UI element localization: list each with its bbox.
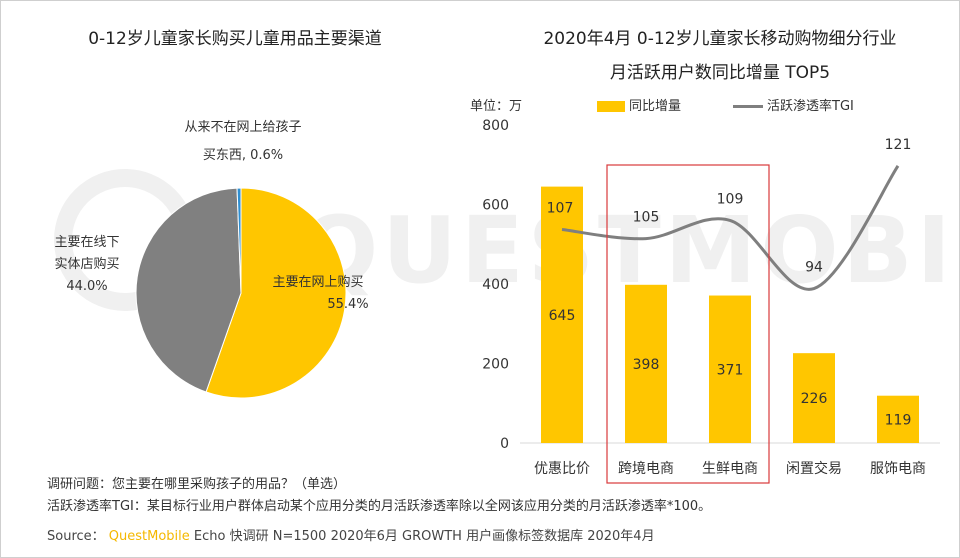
y-tick-label-4: 800 xyxy=(482,118,509,134)
y-tick-label-2: 400 xyxy=(482,277,509,293)
pie-chart xyxy=(135,187,347,399)
bar-1 xyxy=(625,284,667,443)
legend-bar: 同比增量 xyxy=(597,95,681,114)
bar-value-label-2: 371 xyxy=(717,362,744,378)
bar-4 xyxy=(877,395,919,443)
x-tick-label-1: 跨境电商 xyxy=(618,461,674,477)
tgi-value-label-4: 121 xyxy=(885,137,912,153)
bar-value-label-0: 645 xyxy=(549,308,576,324)
tgi-value-label-3: 94 xyxy=(805,260,823,276)
y-tick-label-3: 600 xyxy=(482,198,509,214)
tgi-value-label-0: 107 xyxy=(547,200,574,216)
unit-label: 单位：万 xyxy=(470,99,523,114)
bar-value-label-3: 226 xyxy=(801,391,828,407)
bar-value-label-4: 119 xyxy=(885,412,912,428)
pie-label-offline: 主要在线下 实体店购买 44.0% xyxy=(47,232,127,298)
pie-label-online-line2: 55.4% xyxy=(327,297,369,312)
bar-3 xyxy=(793,353,835,443)
legend-line-swatch xyxy=(733,105,763,108)
bar-value-label-1: 398 xyxy=(633,357,660,373)
bar-2 xyxy=(709,295,751,443)
bar-chart-title-line1: 2020年4月 0-12岁儿童家长移动购物细分行业 xyxy=(543,29,897,49)
source-line: Source： QuestMobile Echo 快调研 N=1500 2020… xyxy=(47,525,655,544)
legend-bar-swatch xyxy=(597,101,625,112)
pie-slice-1 xyxy=(135,187,242,393)
pie-slice-2 xyxy=(236,187,242,294)
x-tick-label-2: 生鲜电商 xyxy=(702,461,758,477)
survey-question: 调研问题：您主要在哪里采购孩子的用品？（单选） xyxy=(47,477,347,492)
pie-chart-title: 0-12岁儿童家长购买儿童用品主要渠道 xyxy=(88,29,382,49)
bar-chart: 0 200 400 600 800 645 优惠比价 398 跨境电商 371 生鲜电商 226 闲置交… xyxy=(482,118,940,484)
legend-bar-label: 同比增量 xyxy=(629,99,682,114)
source-brand: QuestMobile xyxy=(108,529,190,544)
legend-line: 活跃渗透率TGI xyxy=(733,95,854,114)
legend-line-label: 活跃渗透率TGI xyxy=(767,99,854,114)
tgi-value-label-2: 109 xyxy=(717,191,744,207)
tgi-value-label-1: 105 xyxy=(633,210,660,226)
pie-label-offline-line3: 44.0% xyxy=(66,279,108,294)
bar-chart-title-line2: 月活跃用户数同比增量 TOP5 xyxy=(609,63,831,83)
bar-0 xyxy=(541,186,583,444)
pie-label-never-line1: 从来不在网上给孩子 xyxy=(184,120,302,135)
x-tick-label-3: 闲置交易 xyxy=(786,460,842,477)
tgi-definition: 活跃渗透率TGI：某目标行业用户群体启动某个应用分类的月活跃渗透率除以全网该应用… xyxy=(47,499,712,514)
source-rest: Echo 快调研 N=1500 2020年6月 GROWTH 用户画像标签数据库… xyxy=(189,529,655,544)
y-tick-label-0: 0 xyxy=(500,436,509,452)
pie-label-online: 主要在网上购买 55.4% xyxy=(262,272,374,316)
highlight-box xyxy=(606,164,770,484)
pie-label-never-online: 从来不在网上给孩子 买东西, 0.6% xyxy=(168,117,318,167)
source-prefix: Source： xyxy=(47,529,105,544)
pie-label-offline-line1: 主要在线下 xyxy=(54,235,120,250)
pie-label-online-line1: 主要在网上购买 xyxy=(272,275,364,290)
pie-label-offline-line2: 实体店购买 xyxy=(54,257,120,272)
y-tick-label-1: 200 xyxy=(482,357,509,373)
x-tick-label-4: 服饰电商 xyxy=(870,461,926,477)
x-tick-label-0: 优惠比价 xyxy=(534,461,590,477)
tgi-line xyxy=(561,165,900,291)
pie-label-never-line2: 买东西, 0.6% xyxy=(202,148,284,163)
